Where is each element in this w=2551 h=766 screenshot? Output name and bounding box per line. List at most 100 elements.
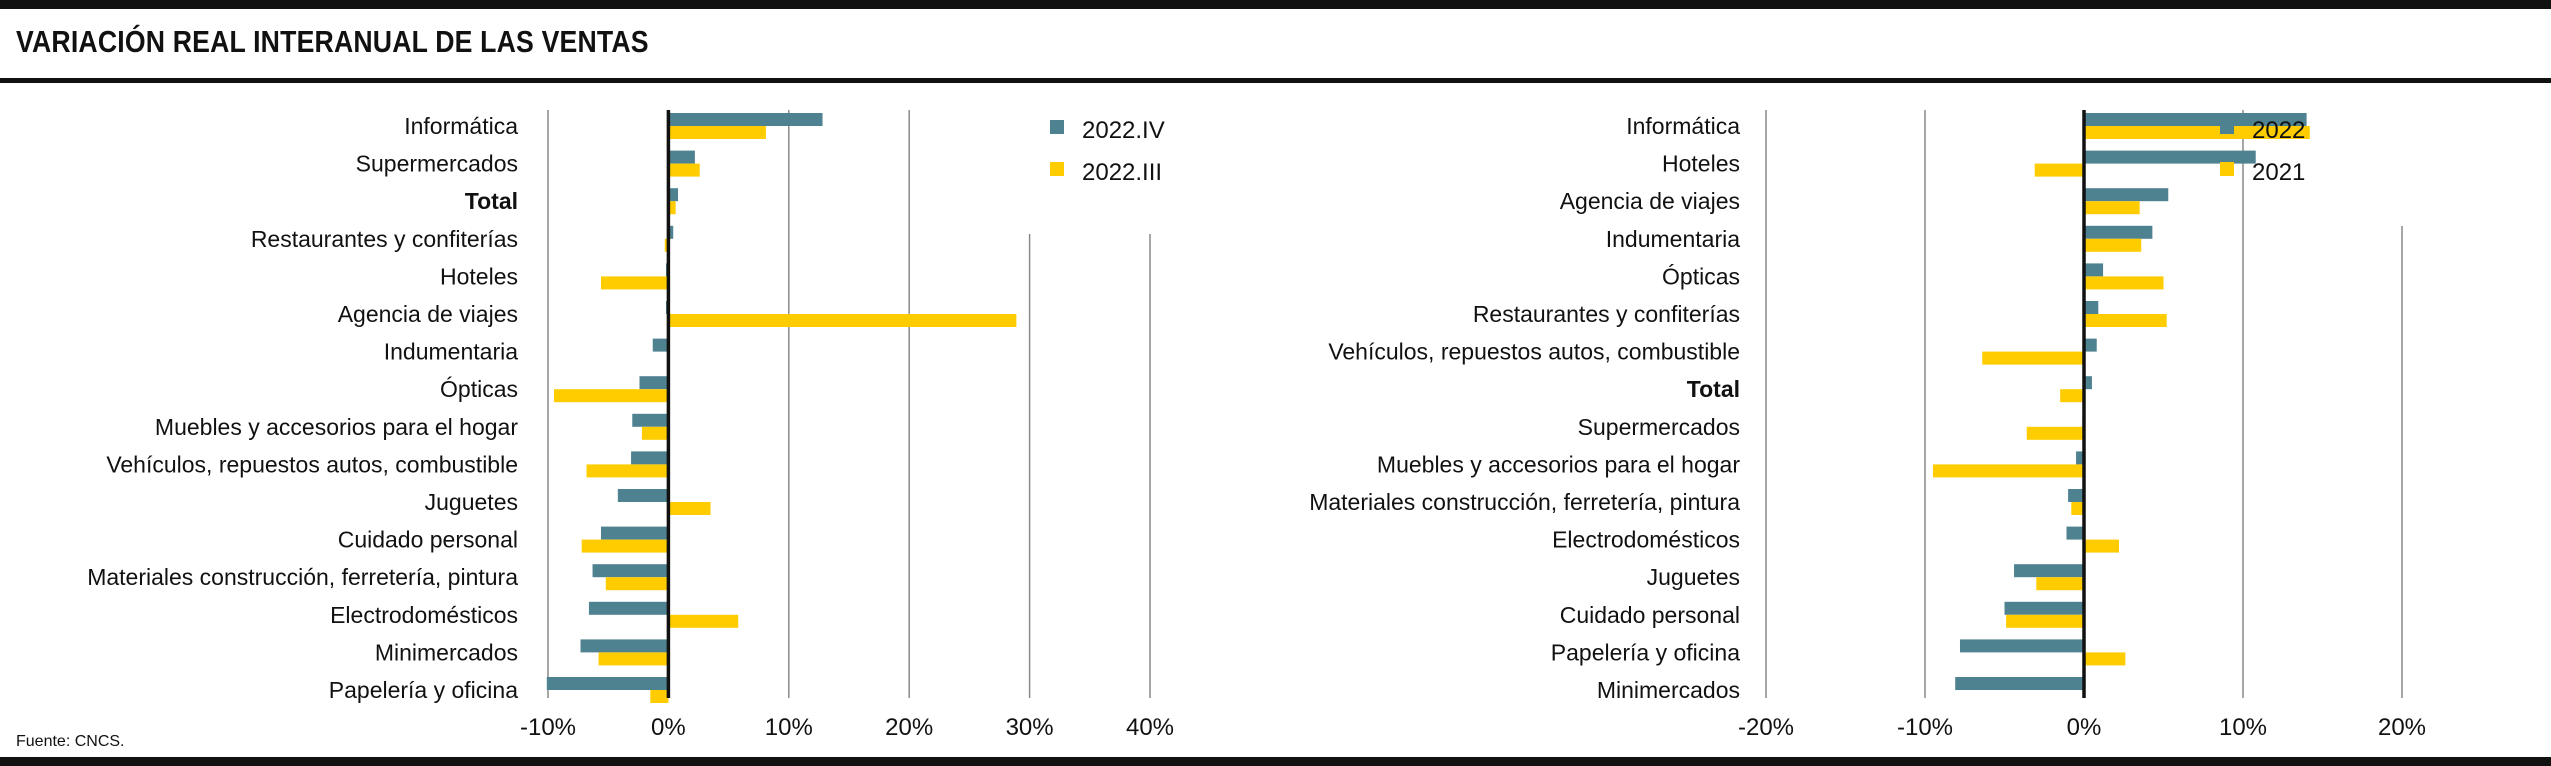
bar-2022: [2068, 489, 2084, 502]
bar-2022: [2004, 601, 2084, 615]
tick-label: 0%: [2067, 714, 2102, 741]
category-label: Indumentaria: [1606, 226, 1740, 252]
category-label: Papelería y oficina: [1551, 639, 1740, 665]
tick-label: 20%: [2378, 714, 2426, 741]
legend-swatch: [1050, 120, 1064, 134]
tick-label: -10%: [520, 714, 576, 741]
bar-2022.IV: [668, 113, 823, 126]
legend-swatch: [2220, 162, 2234, 176]
chart-title: VARIACIÓN REAL INTERANUAL DE LAS VENTAS: [16, 24, 649, 59]
category-label: Agencia de viajes: [338, 301, 518, 327]
bar-2021: [2084, 276, 2164, 290]
bar-2022.III: [668, 502, 711, 515]
bar-2021: [2060, 389, 2084, 403]
category-label: Informática: [1626, 113, 1740, 139]
source-note: Fuente: CNCS.: [16, 733, 125, 750]
bar-2022.III: [554, 389, 669, 403]
bar-2022: [2084, 188, 2169, 202]
bar-2022: [2084, 113, 2307, 126]
bar-2022: [2084, 150, 2256, 164]
category-label: Total: [1687, 376, 1740, 402]
bar-2021: [2034, 163, 2084, 177]
bar-2022: [1955, 677, 2084, 690]
bar-2022.III: [668, 126, 766, 139]
category-label: Restaurantes y confiterías: [1473, 301, 1740, 327]
category-label: Hoteles: [1662, 151, 1740, 177]
category-label: Electrodomésticos: [330, 602, 518, 628]
bar-2022.IV: [652, 338, 669, 352]
category-label: Indumentaria: [384, 339, 518, 365]
bar-2022.III: [668, 614, 739, 628]
bar-2021: [2084, 539, 2119, 553]
category-label: Vehículos, repuestos autos, combustible: [1328, 339, 1740, 365]
bar-2022: [2076, 451, 2084, 465]
bar-2022.III: [581, 539, 669, 553]
legend-swatch: [1050, 162, 1064, 176]
category-label: Restaurantes y confiterías: [251, 226, 518, 252]
category-label: Informática: [404, 113, 518, 139]
bar-2022.III: [668, 314, 1017, 327]
legend-label: 2022.IV: [1082, 117, 1165, 144]
category-label: Muebles y accesorios para el hogar: [1377, 451, 1740, 477]
category-label: Materiales construcción, ferretería, pin…: [87, 564, 518, 590]
category-label: Supermercados: [356, 151, 518, 177]
tick-label: -20%: [1738, 714, 1794, 741]
bar-2022.III: [664, 238, 669, 252]
category-label: Minimercados: [375, 639, 518, 665]
tick-label: 30%: [1006, 714, 1054, 741]
bar-2022.IV: [639, 376, 669, 390]
bar-2022.IV: [668, 150, 695, 164]
tick-label: 10%: [2219, 714, 2267, 741]
bar-2022: [2084, 225, 2153, 239]
bar-2021: [2084, 238, 2142, 252]
tick-label: 10%: [765, 714, 813, 741]
category-label: Supermercados: [1578, 414, 1740, 440]
bar-2022.IV: [632, 413, 669, 427]
category-label: Ópticas: [1662, 263, 1740, 289]
bar-2021: [2006, 614, 2084, 628]
tick-label: 40%: [1126, 714, 1174, 741]
bar-2022.IV: [668, 225, 674, 239]
category-label: Hoteles: [440, 263, 518, 289]
bar-2022: [2084, 338, 2097, 352]
bar-2021: [2084, 314, 2167, 327]
bar-2022.III: [600, 276, 669, 290]
top-rule: [0, 0, 2551, 9]
category-label: Cuidado personal: [338, 527, 518, 553]
bar-2022: [1959, 639, 2084, 653]
legend-label: 2021: [2252, 159, 2305, 186]
category-label: Muebles y accesorios para el hogar: [155, 414, 518, 440]
title-rule: [0, 78, 2551, 83]
bar-2022.III: [668, 201, 676, 215]
category-label: Electrodomésticos: [1552, 527, 1740, 553]
category-label: Agencia de viajes: [1560, 188, 1740, 214]
bar-2022.IV: [588, 601, 669, 615]
category-label: Vehículos, repuestos autos, combustible: [106, 451, 518, 477]
category-label: Cuidado personal: [1560, 602, 1740, 628]
bar-2022.III: [598, 652, 669, 666]
bottom-rule: [0, 757, 2551, 766]
bar-2021: [2084, 652, 2126, 666]
bar-2021: [1982, 351, 2084, 365]
bar-2022.III: [650, 690, 669, 703]
category-label: Juguetes: [425, 489, 518, 515]
bar-2022.IV: [592, 564, 669, 578]
category-label: Total: [465, 188, 518, 214]
bar-2022.III: [641, 426, 669, 440]
category-label: Ópticas: [440, 376, 518, 402]
bar-2022.IV: [546, 677, 669, 690]
bar-2022.IV: [617, 489, 669, 502]
legend-label: 2022: [2252, 117, 2305, 144]
tick-label: 0%: [651, 714, 686, 741]
category-label: Materiales construcción, ferretería, pin…: [1309, 489, 1740, 515]
bar-2022.IV: [631, 451, 669, 465]
category-label: Papelería y oficina: [329, 677, 518, 703]
bar-2021: [1932, 464, 2084, 478]
bar-2022: [2014, 564, 2084, 578]
category-label: Minimercados: [1597, 677, 1740, 703]
bar-2022.III: [668, 163, 700, 177]
bar-2022: [2084, 301, 2099, 314]
bar-2021: [2084, 201, 2140, 215]
bar-2021: [2036, 577, 2084, 591]
